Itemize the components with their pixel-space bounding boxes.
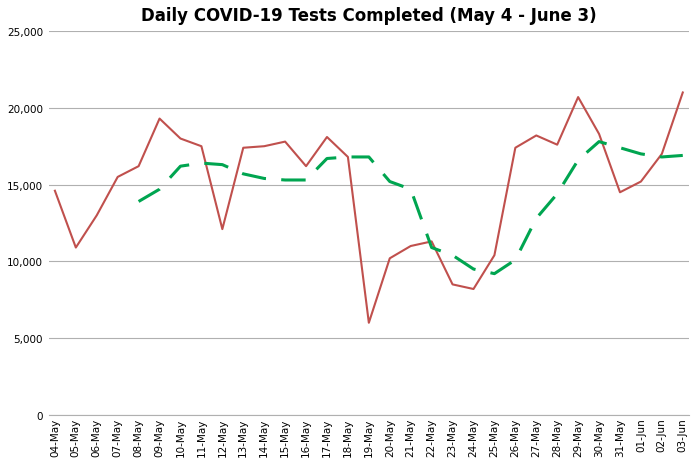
Title: Daily COVID-19 Tests Completed (May 4 - June 3): Daily COVID-19 Tests Completed (May 4 - … [141, 7, 596, 25]
